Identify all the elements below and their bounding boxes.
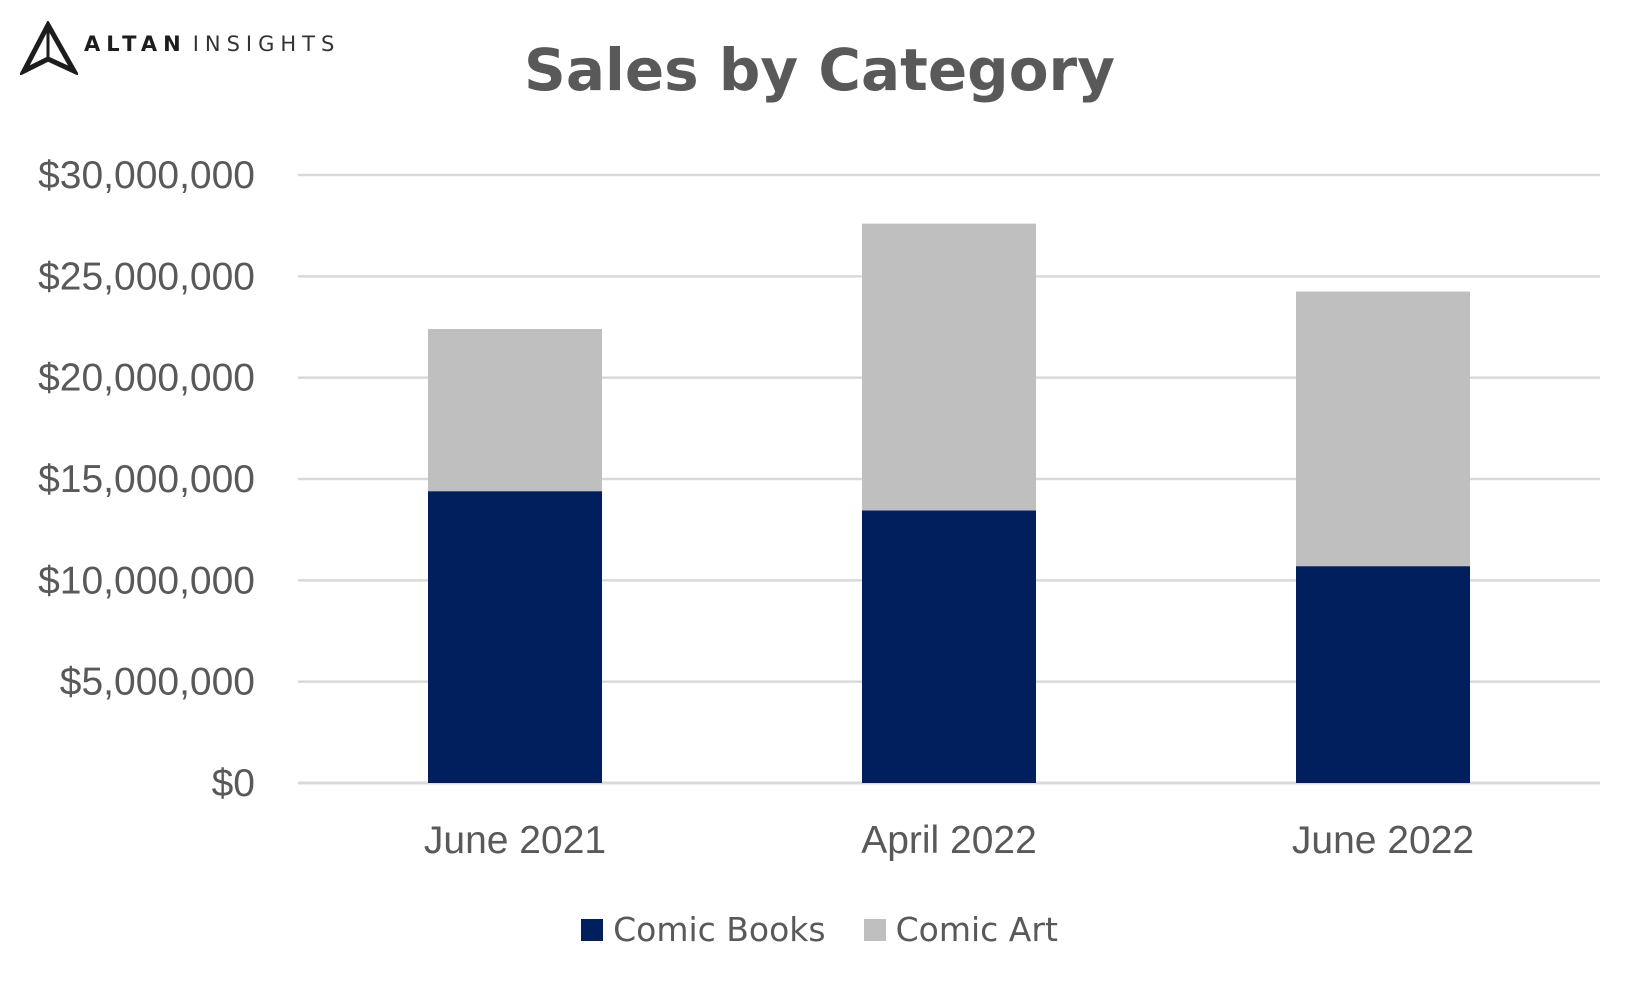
bar-comic-books-april-2022	[862, 510, 1036, 783]
x-axis-tick-labels: June 2021 April 2022 June 2022	[424, 819, 1474, 862]
bar-comic-books-june-2022	[1296, 566, 1470, 783]
brand-logo: ALTAN INSIGHTS	[20, 18, 340, 78]
legend-item-comic-art: Comic Art	[863, 910, 1058, 949]
brand-wordmark: ALTAN INSIGHTS	[84, 32, 340, 56]
y-tick-label: $30,000,000	[38, 154, 255, 197]
x-tick-label: June 2022	[1292, 819, 1474, 862]
bar-comic-books-june-2021	[428, 491, 602, 783]
bar-comic-art-june-2021	[428, 329, 602, 492]
legend-label-comic-books: Comic Books	[613, 910, 826, 949]
y-tick-label: $15,000,000	[38, 458, 255, 501]
legend-swatch-comic-books	[581, 918, 604, 941]
legend-label-comic-art: Comic Art	[895, 910, 1058, 949]
x-tick-label: June 2021	[424, 819, 606, 862]
chart-title: Sales by Category	[524, 36, 1115, 104]
brand-word-altan: ALTAN	[84, 32, 187, 56]
y-tick-label: $25,000,000	[38, 255, 255, 298]
y-tick-label: $0	[212, 762, 255, 805]
brand-word-insights: INSIGHTS	[192, 32, 341, 56]
x-tick-label: April 2022	[861, 819, 1037, 862]
legend-item-comic-books: Comic Books	[581, 910, 826, 949]
bar-comic-art-june-2022	[1296, 291, 1470, 567]
chart-legend: Comic Books Comic Art	[0, 910, 1639, 949]
y-axis-tick-labels: $0 $5,000,000 $10,000,000 $15,000,000 $20,00…	[38, 154, 255, 805]
y-tick-label: $10,000,000	[38, 559, 255, 602]
bars	[428, 223, 1470, 783]
y-tick-label: $20,000,000	[38, 357, 255, 400]
bar-comic-art-april-2022	[862, 223, 1036, 511]
altan-logo-icon	[20, 21, 78, 75]
y-tick-label: $5,000,000	[60, 661, 255, 704]
legend-swatch-comic-art	[863, 918, 886, 941]
